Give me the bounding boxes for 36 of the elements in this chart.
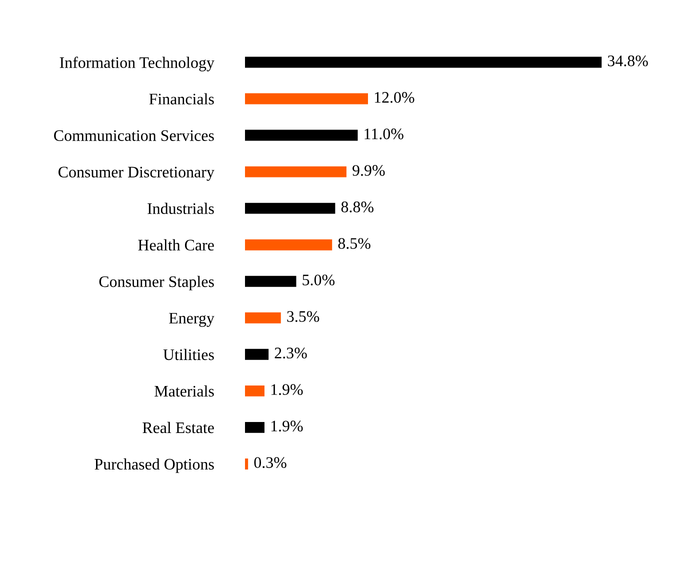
data-label: 8.5% [338, 238, 370, 249]
data-label: 8.8% [341, 202, 374, 212]
bar [245, 93, 368, 104]
bar [245, 385, 264, 396]
y-tick-label: Industrials [148, 202, 214, 214]
data-label: 2.3% [274, 348, 307, 358]
data-label: 9.9% [352, 165, 385, 176]
data-label: 5.0% [302, 274, 335, 286]
y-tick-label: Communication Services [54, 130, 214, 141]
bar [245, 202, 336, 214]
data-label: 12.0% [374, 92, 414, 103]
y-tick-label: Information Technology [60, 56, 214, 72]
y-tick-label: Real Estate [142, 422, 214, 434]
y-tick-label: Consumer Staples [99, 276, 214, 290]
bar [245, 458, 248, 470]
data-label: 1.9% [271, 420, 303, 432]
data-label: 3.5% [287, 311, 320, 322]
bar [245, 56, 602, 68]
bar [245, 276, 296, 287]
data-label: 11.0% [364, 128, 404, 140]
y-tick-label: Purchased Options [94, 458, 214, 473]
data-label: 0.3% [254, 457, 286, 468]
data-label: 34.8% [608, 55, 648, 66]
y-tick-label: Consumer Discretionary [58, 166, 214, 181]
bar [245, 166, 346, 178]
y-tick-label: Energy [169, 312, 214, 327]
bar [245, 348, 269, 360]
bar [245, 239, 332, 250]
bar [245, 312, 281, 324]
y-tick-label: Health Care [138, 239, 214, 251]
y-tick-label: Utilities [163, 348, 214, 360]
bar [245, 130, 358, 141]
y-tick-label: Financials [149, 93, 214, 104]
bar [245, 422, 264, 433]
y-tick-label: Materials [154, 385, 214, 397]
data-label: 1.9% [271, 384, 303, 395]
